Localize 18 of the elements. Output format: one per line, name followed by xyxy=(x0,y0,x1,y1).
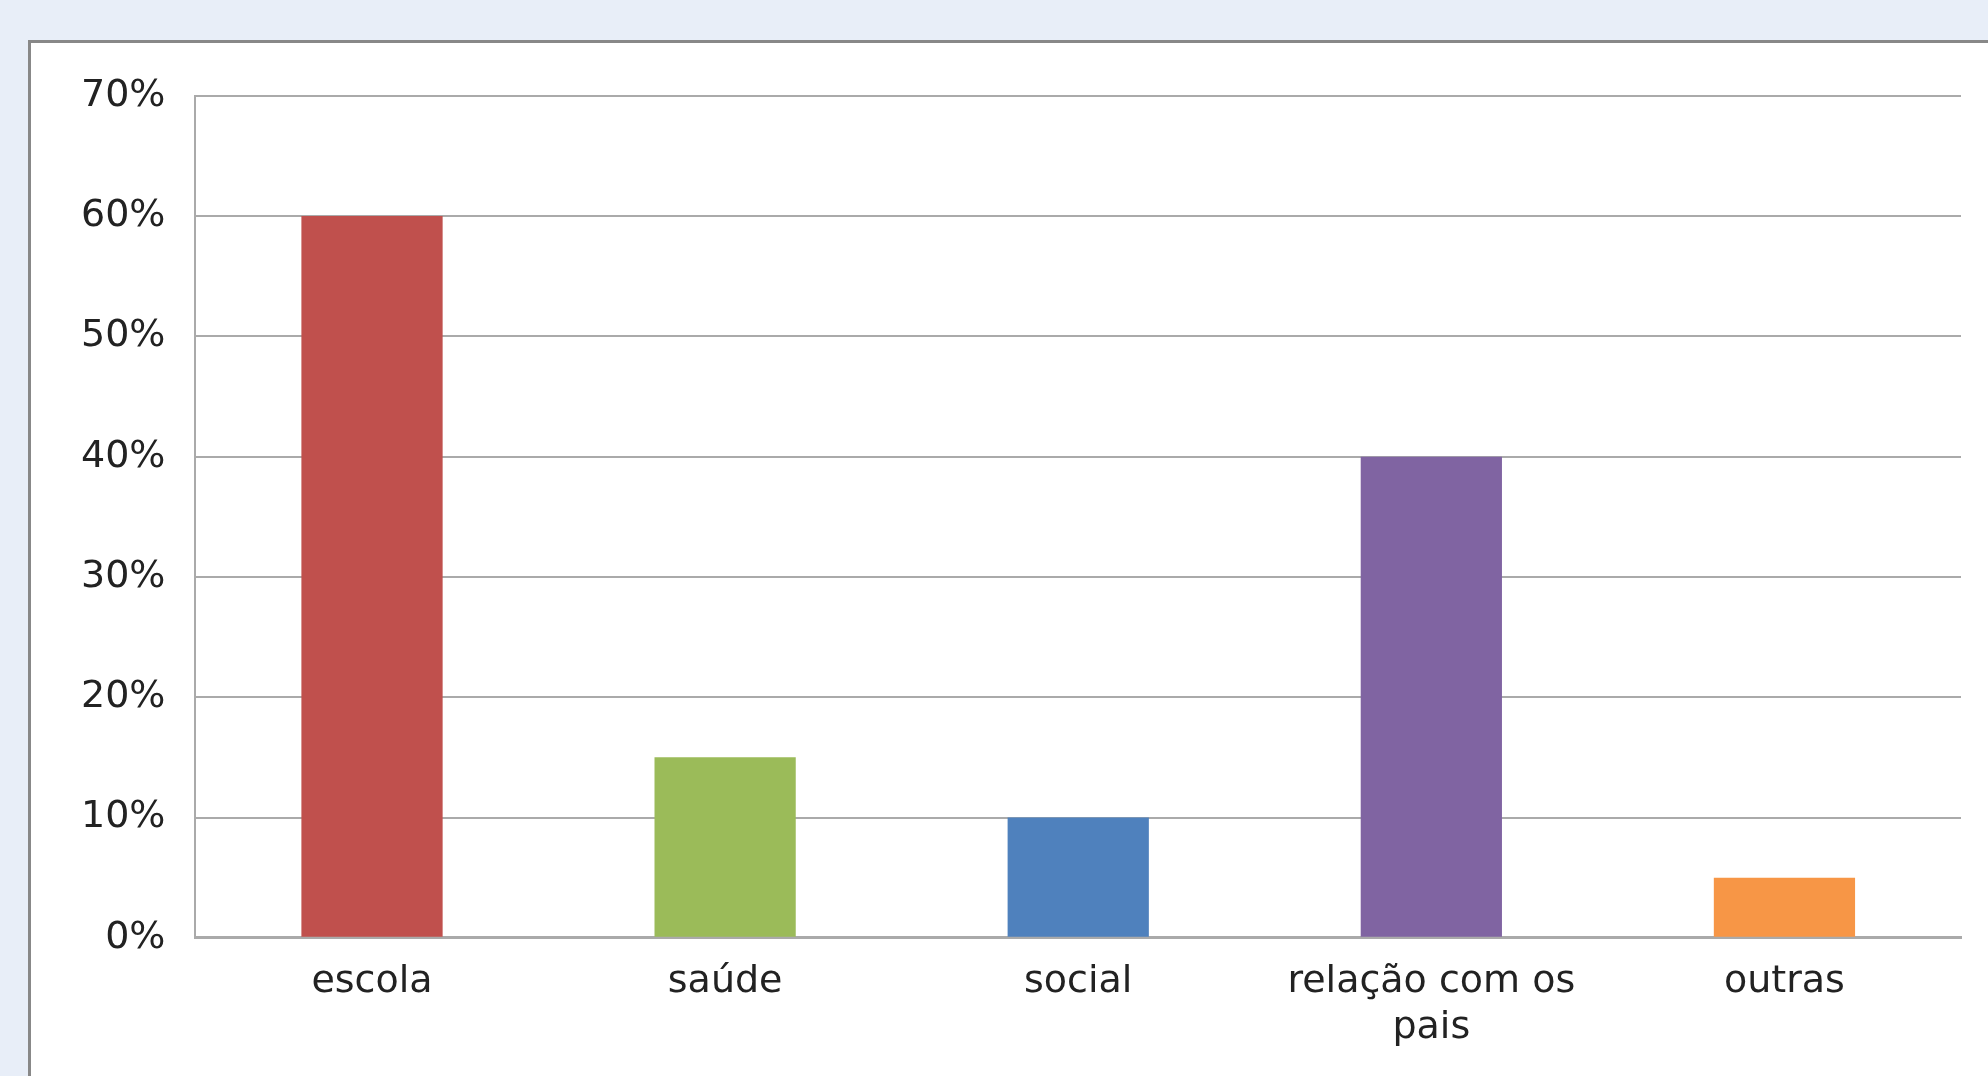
y-tick-label: 30% xyxy=(80,551,166,596)
bar xyxy=(1360,456,1502,937)
y-tick-label: 70% xyxy=(80,70,166,115)
bar xyxy=(654,757,796,937)
y-tick-label: 60% xyxy=(80,190,166,235)
y-tick-label: 20% xyxy=(80,672,166,717)
bar xyxy=(1713,877,1856,937)
x-tick-label: escola xyxy=(311,957,433,1002)
bar xyxy=(301,216,443,937)
y-tick-label: 0% xyxy=(105,912,166,957)
bar xyxy=(1007,817,1149,937)
y-tick-label: 10% xyxy=(80,792,166,837)
y-tick-label: 40% xyxy=(80,431,166,476)
x-tick-label: relação com os pais xyxy=(1287,957,1576,1048)
y-tick-label: 50% xyxy=(80,311,166,356)
x-tick-label: saúde xyxy=(667,957,783,1002)
x-tick-label: social xyxy=(1024,957,1133,1002)
x-tick-label: outras xyxy=(1723,957,1845,1002)
